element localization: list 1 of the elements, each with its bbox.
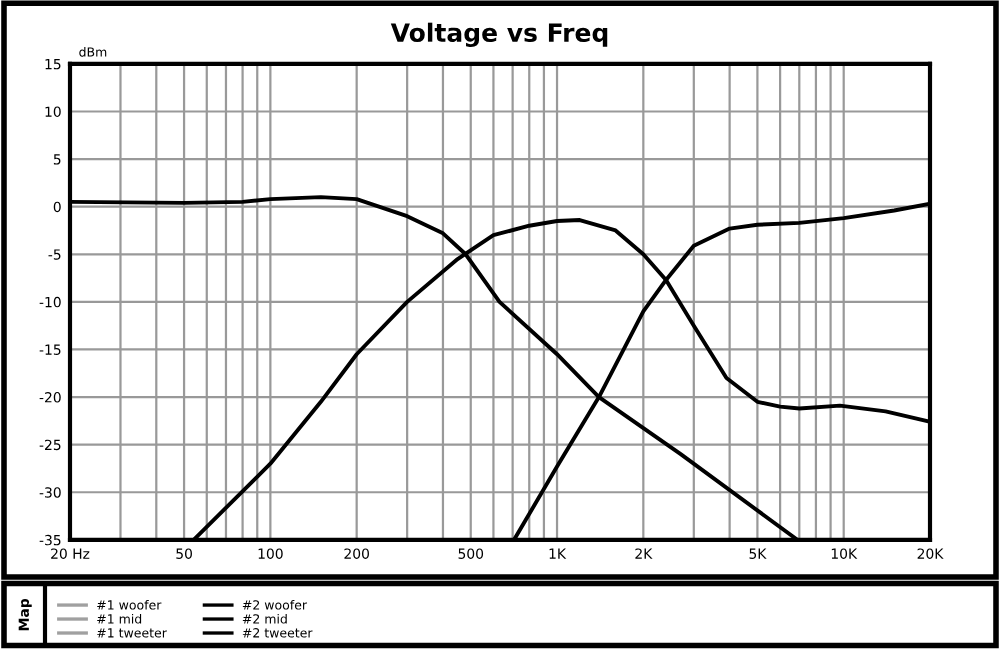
chart-title: Voltage vs Freq	[390, 22, 608, 48]
